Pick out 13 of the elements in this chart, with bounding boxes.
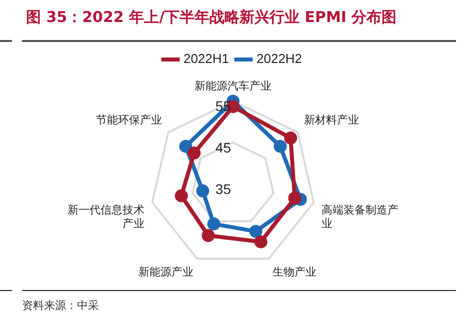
- text: 资料来源：中采: [22, 298, 99, 313]
- spoke-label: 新材料产业: [304, 114, 359, 127]
- y-tick-label: 35: [215, 180, 232, 197]
- spoke-label: 新一代信息技术产业: [67, 204, 144, 230]
- spoke-label: 新能源产业: [138, 265, 194, 278]
- spoke-label: 新能源汽车产业: [194, 79, 272, 92]
- legend-label: 2022H1: [183, 51, 230, 66]
- spoke-label: 生物产业: [272, 265, 316, 278]
- chart-title: 图 35：2022 年上/下半年战略新兴行业 EPMI 分布图: [26, 8, 397, 27]
- y-tick-label: 45: [215, 139, 232, 156]
- spoke-label: 节能环保产业: [96, 114, 162, 127]
- spoke-label: 高端装备制造产业: [322, 204, 399, 230]
- legend-label: 2022H2: [256, 51, 302, 66]
